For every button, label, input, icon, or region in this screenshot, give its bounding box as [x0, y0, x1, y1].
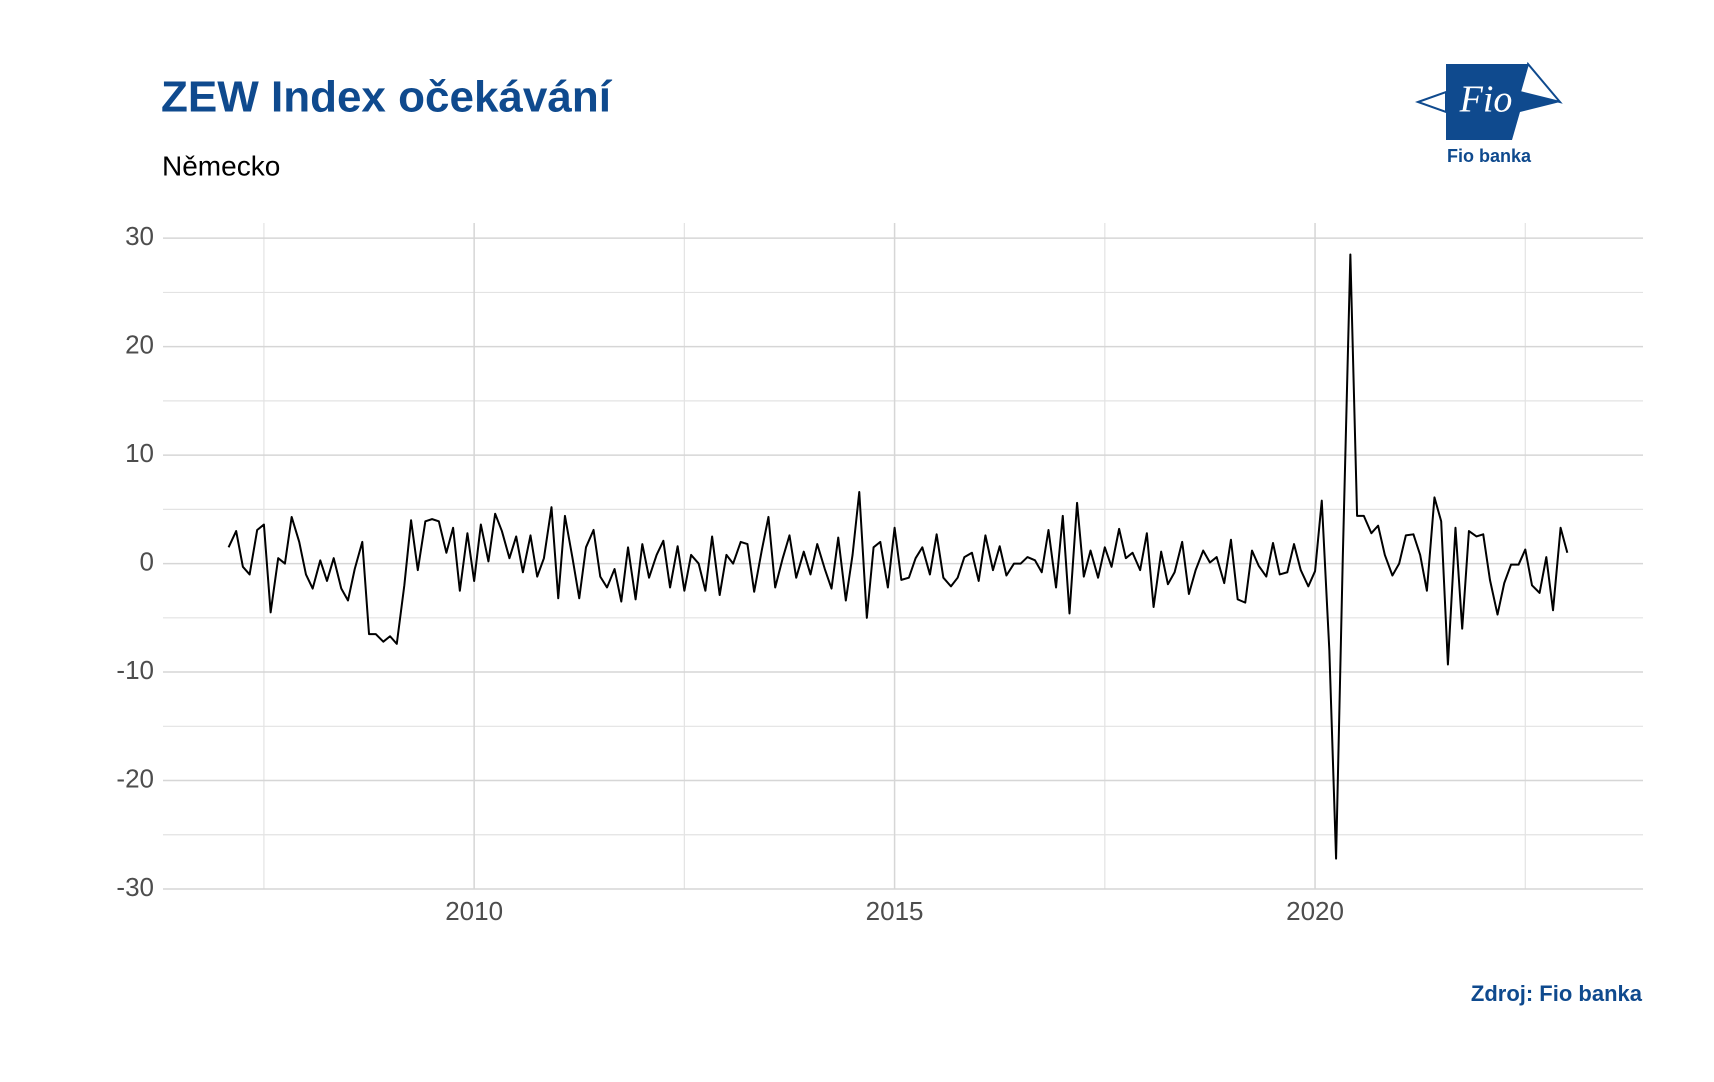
data-line: [227, 253, 1569, 860]
x-tick-label: 2020: [1286, 896, 1344, 926]
x-tick-label: 2010: [445, 896, 503, 926]
y-tick-label: -30: [116, 872, 154, 902]
chart-subtitle: Německo: [162, 150, 280, 181]
logo-arrow: [1415, 90, 1447, 114]
y-tick-label: 0: [140, 546, 154, 576]
x-tick-label: 2015: [866, 896, 924, 926]
source: Zdroj: Fio banka: [1471, 981, 1643, 1006]
chart-title: ZEW Index očekávání: [161, 73, 613, 122]
logo-name: Fio banka: [1447, 146, 1532, 166]
logo-shape: [1446, 64, 1560, 140]
y-tick-label: -20: [116, 763, 154, 793]
y-tick-label: -10: [116, 655, 154, 685]
logo: Fio Fio banka: [1415, 61, 1563, 166]
y-tick-label: 30: [125, 221, 154, 251]
logo-flag: [1518, 61, 1563, 104]
logo-mark: Fio: [1459, 79, 1513, 121]
y-tick-label: 20: [125, 330, 154, 360]
y-tick-label: 10: [125, 438, 154, 468]
